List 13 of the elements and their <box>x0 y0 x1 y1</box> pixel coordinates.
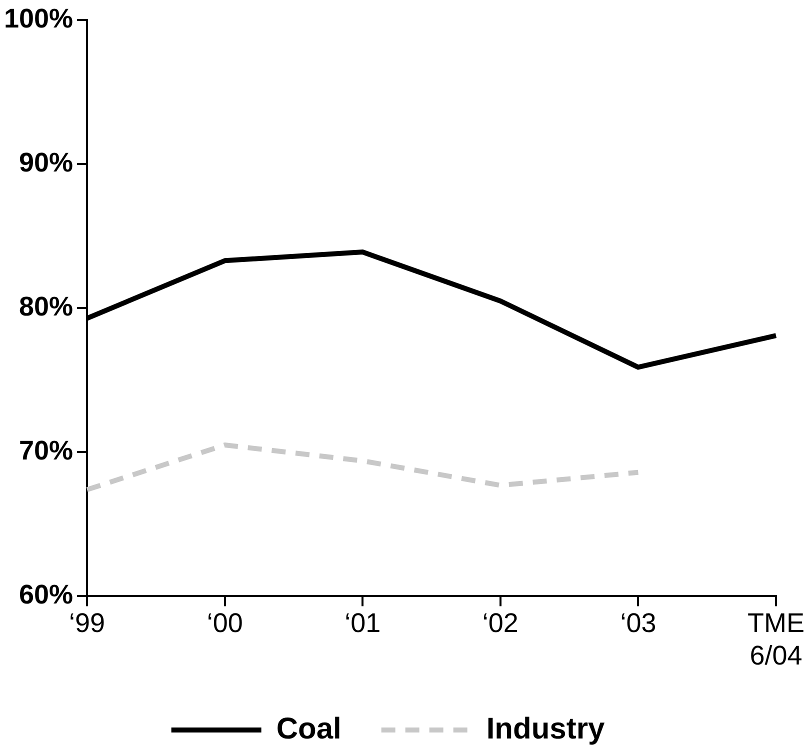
y-tick-label: 90% <box>19 148 74 178</box>
x-tick-label: ‘01 <box>344 608 381 638</box>
legend-label: Industry <box>486 712 605 746</box>
x-tick-label: ‘02 <box>482 608 518 638</box>
x-tick-label: ‘99 <box>69 608 106 638</box>
y-tick-label: 80% <box>19 292 74 322</box>
x-tick-label: TME 6/04 <box>748 608 804 670</box>
x-tick-label: ‘00 <box>206 608 243 638</box>
x-tick-label: ‘03 <box>620 608 656 638</box>
y-tick-label: 70% <box>19 436 74 466</box>
legend-label: Coal <box>276 712 342 746</box>
y-tick-label: 100% <box>4 4 74 34</box>
y-tick-label: 60% <box>19 580 74 610</box>
